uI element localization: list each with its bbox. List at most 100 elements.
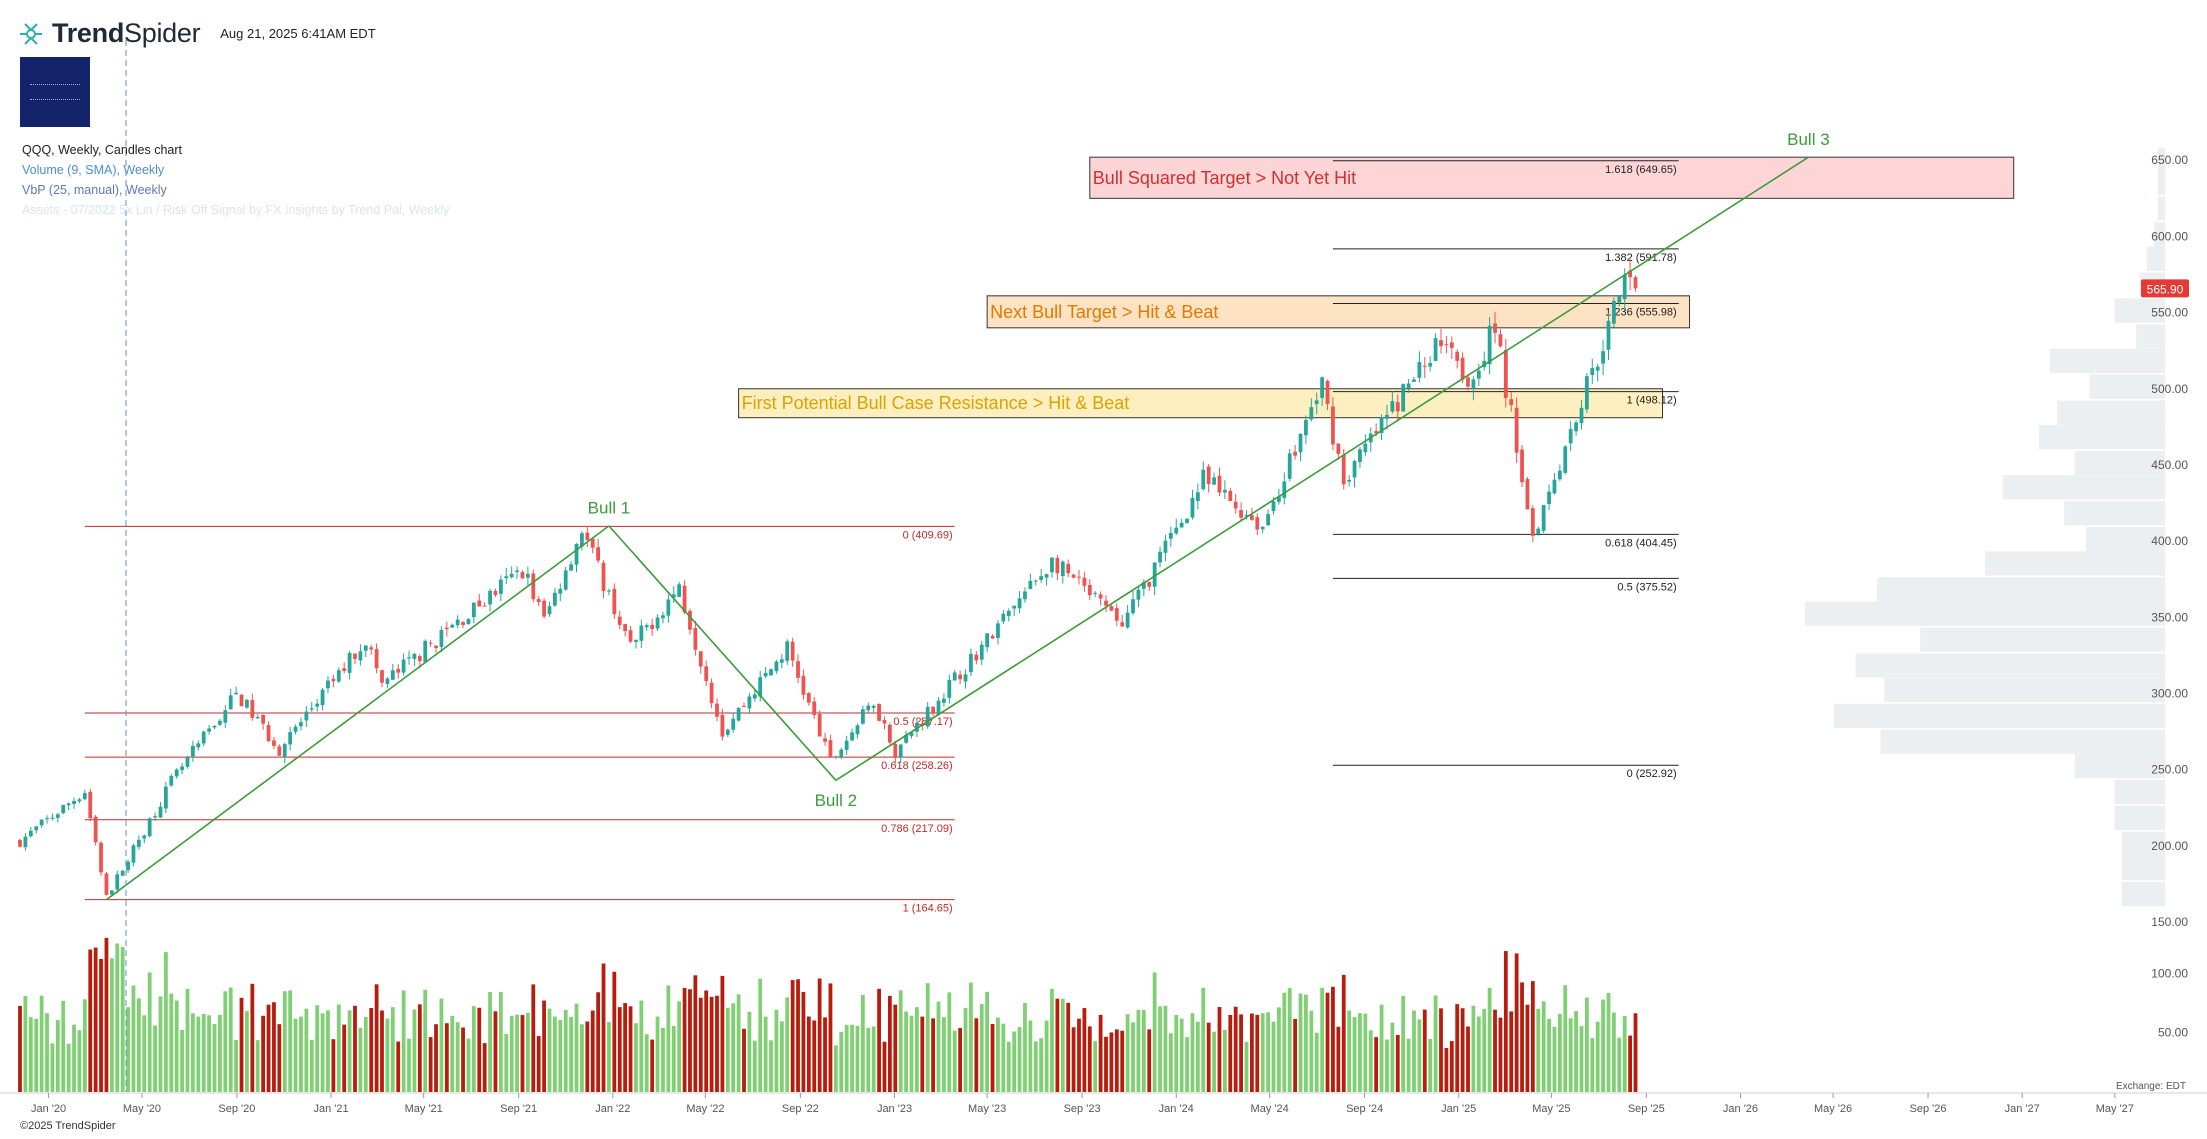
volume-bar xyxy=(1422,1009,1427,1092)
volume-bar xyxy=(245,1011,249,1092)
volume-bar xyxy=(309,1039,314,1092)
price-tick-label: 150.00 xyxy=(2151,915,2188,929)
candle-body xyxy=(288,732,293,745)
volume-bar xyxy=(77,1030,82,1092)
candle-body xyxy=(315,703,320,707)
candle-body xyxy=(963,674,968,682)
volume-bar xyxy=(1471,1005,1476,1092)
legend-signal[interactable]: Assets - 07/2022 5x Lin / Risk Off Signa… xyxy=(22,203,450,217)
volume-bar xyxy=(752,1040,757,1092)
candle-body xyxy=(1168,532,1173,539)
candle-body xyxy=(634,639,638,642)
volume-bar xyxy=(1050,988,1054,1092)
volume-bar xyxy=(990,1023,995,1092)
candle-body xyxy=(1104,600,1108,606)
volume-bar xyxy=(736,994,741,1092)
trendspider-logo-icon xyxy=(20,22,42,45)
candle-body xyxy=(201,731,206,744)
candle-body xyxy=(1601,351,1605,364)
candle-body xyxy=(1622,274,1627,300)
volume-bar xyxy=(390,1007,395,1092)
candle-body xyxy=(185,756,190,767)
candle-body xyxy=(1476,370,1481,379)
volume-bar xyxy=(1033,1041,1038,1092)
volume-bar xyxy=(180,1030,184,1092)
volume-bar xyxy=(1152,972,1157,1092)
legend-vbp[interactable]: VbP (25, manual), Weekly xyxy=(22,183,167,197)
volume-bar xyxy=(1379,1004,1384,1092)
volume-bar xyxy=(250,983,255,1092)
legend-volume[interactable]: Volume (9, SMA), Weekly xyxy=(22,163,165,177)
volume-bar xyxy=(239,997,244,1092)
candle-body xyxy=(18,839,22,847)
volume-bar xyxy=(1185,1037,1189,1092)
volume-bar xyxy=(715,995,719,1092)
candle-body xyxy=(120,870,125,876)
volume-bar xyxy=(612,971,617,1092)
volume-bar xyxy=(1352,1017,1357,1092)
candle-body xyxy=(336,670,341,682)
volume-bar xyxy=(282,991,287,1092)
candle-body xyxy=(1023,591,1027,600)
candle-body xyxy=(1039,576,1044,580)
brand-name-light: Spider xyxy=(124,18,201,48)
candle-body xyxy=(1374,431,1379,434)
volume-bar xyxy=(563,1009,568,1092)
volume-bar xyxy=(304,1008,309,1092)
trend-line xyxy=(608,525,837,781)
target-zone-label: Next Bull Target > Hit & Beat xyxy=(990,302,1218,322)
volume-bar xyxy=(1093,1041,1098,1092)
vbp-bar xyxy=(1884,677,2165,703)
candle-body xyxy=(1525,479,1530,510)
target-zone xyxy=(738,388,1664,419)
candle-body xyxy=(39,819,44,826)
candle-body xyxy=(1325,380,1330,404)
volume-bar xyxy=(590,1010,595,1092)
volume-bar xyxy=(996,1017,1000,1092)
volume-bar xyxy=(1309,1010,1314,1092)
legend-chart-title[interactable]: QQQ, Weekly, Candles chart xyxy=(22,143,183,157)
volume-bar xyxy=(1563,985,1568,1092)
trend-line xyxy=(105,525,610,901)
volume-bar xyxy=(158,996,163,1092)
volume-bar xyxy=(1141,1010,1146,1092)
candle-body xyxy=(990,635,995,639)
candle-body xyxy=(769,669,773,676)
vbp-bar xyxy=(1880,729,2165,754)
volume-bar xyxy=(115,943,120,1092)
volume-bar xyxy=(1131,1022,1135,1092)
volume-bar xyxy=(580,1024,584,1092)
candle-body xyxy=(1352,461,1357,478)
volume-bar xyxy=(774,1009,779,1092)
volume-bar xyxy=(915,1007,919,1092)
time-tick-label: Jan '22 xyxy=(595,1103,630,1115)
volume-bar xyxy=(671,1026,676,1092)
volume-bar xyxy=(401,990,406,1092)
volume-bar xyxy=(704,990,709,1092)
candle-body xyxy=(239,694,244,707)
candle-body xyxy=(55,814,60,818)
volume-bar xyxy=(909,1015,914,1092)
candle-body xyxy=(1179,522,1184,528)
vbp-bar xyxy=(2049,348,2165,373)
candle-body xyxy=(585,532,590,540)
volume-bar xyxy=(444,1023,449,1092)
candle-body xyxy=(1612,300,1616,324)
candle-body xyxy=(1006,610,1011,616)
candle-body xyxy=(1379,417,1384,434)
candle-body xyxy=(1584,376,1589,410)
volume-bar xyxy=(1028,1020,1033,1092)
candle-body xyxy=(1455,351,1460,361)
volume-bar xyxy=(1358,1013,1362,1092)
volume-bar xyxy=(412,1009,417,1092)
volume-bar xyxy=(72,1024,76,1092)
candle-body xyxy=(1071,574,1076,578)
volume-bar xyxy=(553,1016,557,1092)
time-tick-label: Jan '27 xyxy=(2005,1103,2040,1115)
candle-body xyxy=(434,645,438,648)
vbp-bar xyxy=(2114,779,2165,805)
candle-body xyxy=(1120,622,1125,627)
avatar-logo-icon xyxy=(30,84,80,100)
